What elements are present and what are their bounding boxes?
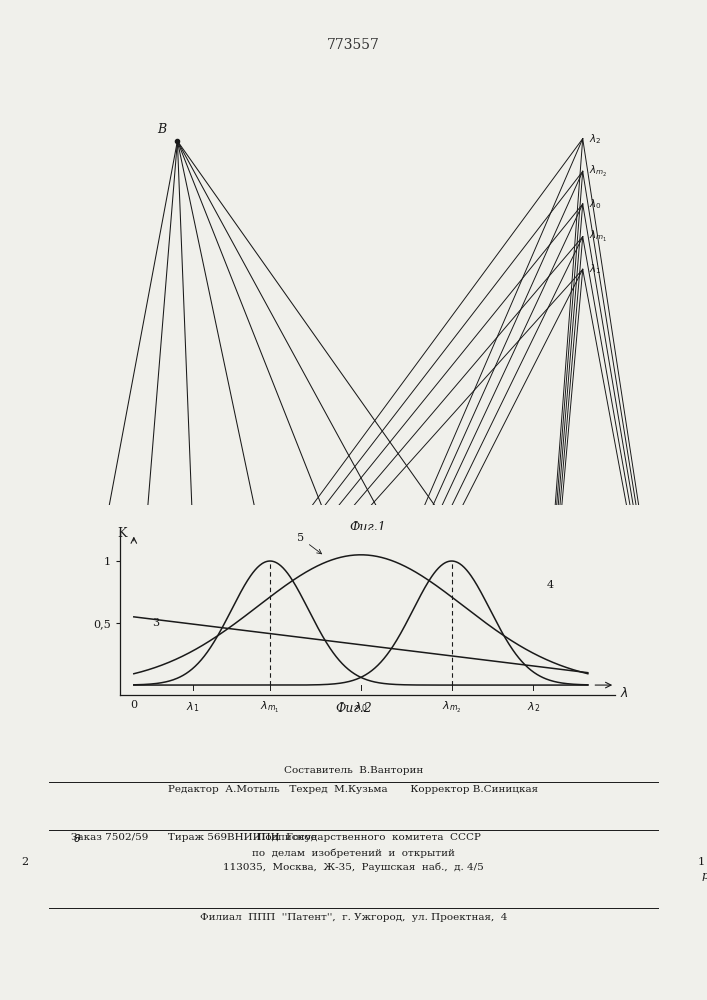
Text: $\lambda_1$: $\lambda_1$ [186, 700, 199, 714]
Text: Филиал  ППП  ''Патент'',  г. Ужгород,  ул. Проектная,  4: Филиал ППП ''Патент'', г. Ужгород, ул. П… [200, 913, 507, 922]
Text: $\lambda_{m_2}$: $\lambda_{m_2}$ [590, 164, 608, 179]
Text: Фиг.2: Фиг.2 [335, 702, 372, 715]
Text: ВНИИПИ  Государственного  комитета  СССР: ВНИИПИ Государственного комитета СССР [226, 833, 481, 842]
Text: p: p [701, 871, 707, 881]
Text: $\lambda$: $\lambda$ [620, 686, 629, 700]
Text: $\lambda_{m_2}$: $\lambda_{m_2}$ [442, 700, 462, 715]
Text: $\theta$: $\theta$ [74, 832, 82, 844]
Text: 773557: 773557 [327, 38, 380, 52]
Text: Фиг.1: Фиг.1 [349, 521, 386, 534]
Text: K: K [117, 527, 127, 540]
Text: Составитель  В.Ванторин: Составитель В.Ванторин [284, 766, 423, 775]
Text: 113035,  Москва,  Ж-35,  Раушская  наб.,  д. 4/5: 113035, Москва, Ж-35, Раушская наб., д. … [223, 863, 484, 872]
Polygon shape [35, 876, 701, 937]
Text: 3: 3 [152, 618, 159, 628]
Text: по  делам  изобретений  и  открытий: по делам изобретений и открытий [252, 848, 455, 857]
Text: $\lambda_0$: $\lambda_0$ [590, 197, 602, 211]
Text: 5: 5 [297, 533, 322, 554]
Text: $\lambda_2$: $\lambda_2$ [590, 132, 602, 146]
Text: $\lambda_1$: $\lambda_1$ [590, 262, 602, 276]
Text: $\lambda_{m_1}$: $\lambda_{m_1}$ [590, 229, 608, 244]
Text: $\lambda_2$: $\lambda_2$ [527, 700, 540, 714]
Text: B: B [157, 123, 166, 136]
Text: 2: 2 [21, 857, 28, 867]
Text: $\lambda_0$: $\lambda_0$ [354, 700, 368, 714]
Text: 0: 0 [130, 700, 137, 710]
Text: Заказ 7502/59      Тираж 569         Подписное: Заказ 7502/59 Тираж 569 Подписное [71, 833, 317, 842]
Text: $\lambda_{m_1}$: $\lambda_{m_1}$ [260, 700, 280, 715]
Text: 1: 1 [698, 857, 705, 867]
Text: 4: 4 [547, 580, 554, 590]
Text: Редактор  А.Мотыль   Техред  М.Кузьма       Корректор В.Синицкая: Редактор А.Мотыль Техред М.Кузьма Коррек… [168, 785, 539, 794]
